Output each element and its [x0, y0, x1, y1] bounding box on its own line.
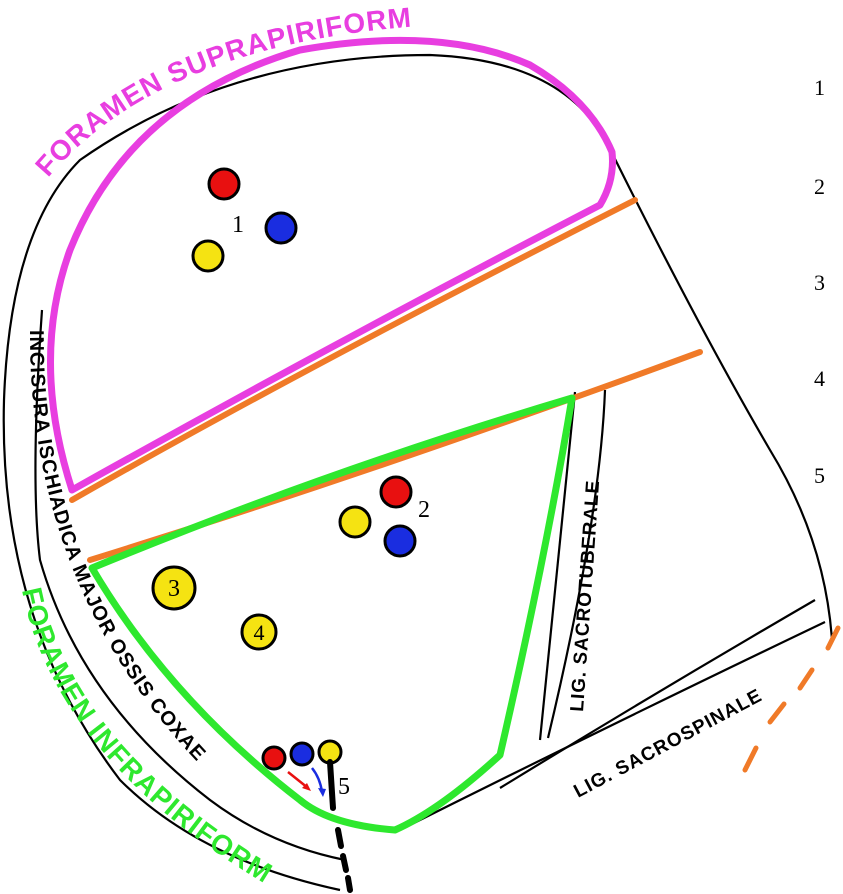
lig-sacrotuberale-left — [538, 391, 577, 741]
nerve-3-dot — [151, 565, 197, 611]
sacrum-edge — [612, 154, 834, 641]
artery-dot — [261, 745, 287, 771]
vein-dot — [264, 211, 298, 245]
group-2-marker: 2 — [418, 497, 430, 523]
vein-dot — [383, 524, 417, 558]
nerve-4-dot — [240, 613, 278, 651]
red-arrow — [287, 771, 309, 789]
piriformis-upper-border — [69, 197, 638, 503]
lig-sacrospinale-bottom — [399, 621, 826, 831]
vein-dot — [289, 741, 315, 767]
piriformis-borders — [69, 197, 703, 563]
nerve-dot — [191, 239, 225, 273]
artery-dot — [379, 475, 413, 509]
foramen-infrapiriforme-outline — [88, 394, 576, 834]
lig-sacrospinale-label: LIG. SACROSPINALE — [570, 685, 765, 802]
black-dashes — [335, 827, 353, 893]
group-1-vessels — [191, 167, 298, 273]
legend-numbers: 1 2 3 4 5 — [814, 75, 825, 488]
legend-number: 2 — [814, 174, 825, 199]
legend-number: 5 — [814, 463, 825, 488]
lig-sacrotuberale-right — [546, 389, 607, 739]
group-1-marker: 1 — [232, 212, 244, 238]
group-5-stem — [327, 759, 336, 811]
nerve-4-marker: 4 — [254, 620, 265, 645]
legend-number: 1 — [814, 75, 825, 100]
legend-number: 4 — [814, 366, 825, 391]
group-5-arrows — [287, 767, 326, 797]
nerve-dot — [338, 505, 372, 539]
lig-sacrotuberale-label: LIG. SACROTUBERALE — [567, 479, 604, 712]
piriformis-dashes — [742, 625, 841, 773]
lig-sacrospinale-top — [499, 599, 816, 789]
group-2-vessels — [338, 475, 417, 558]
group-5-marker: 5 — [338, 774, 350, 800]
artery-dot — [207, 167, 241, 201]
inner-notch-curve — [34, 309, 346, 862]
legend-number: 3 — [814, 270, 825, 295]
outer-notch-curve — [2, 53, 606, 892]
nerve-3-marker: 3 — [168, 576, 180, 602]
foramen-suprapiriforme-outline — [47, 36, 616, 494]
bone-outline — [2, 53, 834, 892]
